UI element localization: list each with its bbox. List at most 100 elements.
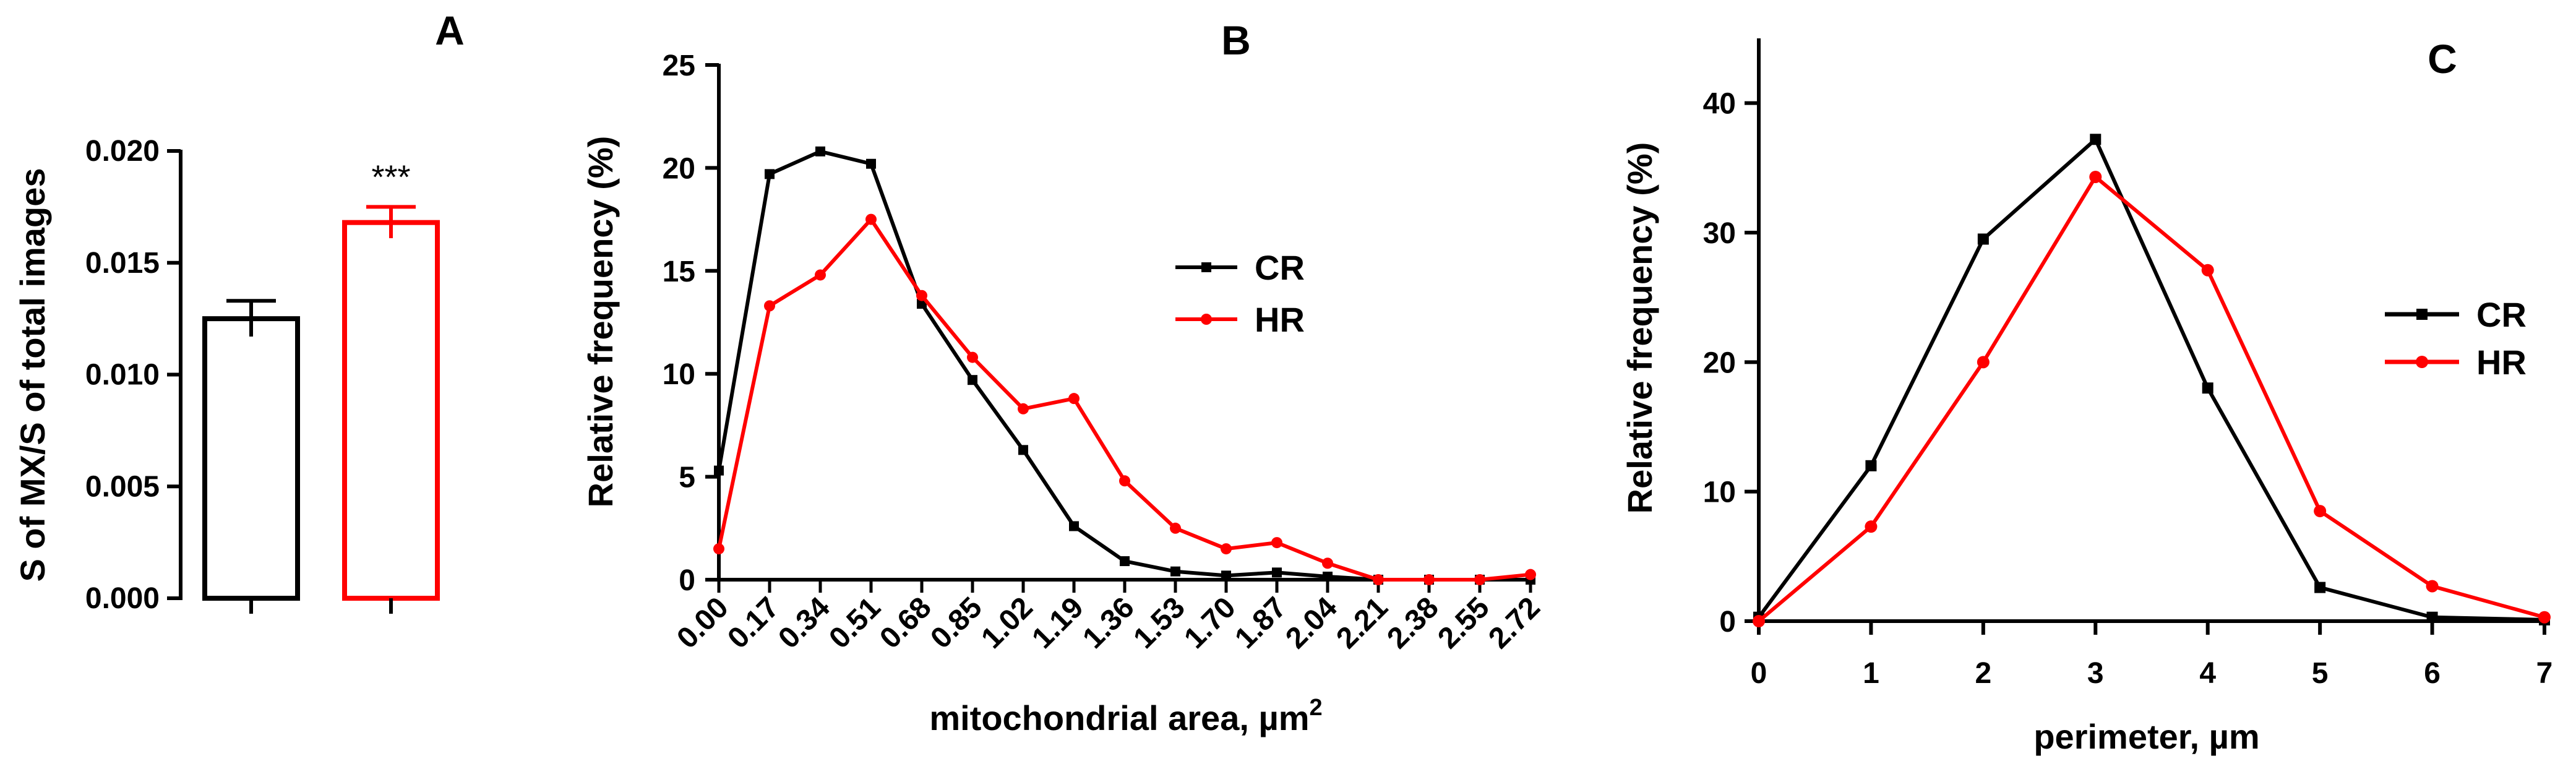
panel-c-x-tick-label: 1: [1863, 657, 1879, 690]
panel-b-line-hr: [717, 217, 1531, 582]
panel-b-legend-label-hr: HR: [1255, 300, 1305, 339]
panel-b-point-hr: [1271, 537, 1282, 549]
panel-c: C 0 10 20 30 40 0 1 2 3 4 5 6 7 Relative frequency …: [1620, 36, 2552, 756]
panel-b-x-tick-label: 1.70: [1178, 591, 1242, 655]
panel-c-point-cr: [1865, 460, 1877, 471]
panel-b-y-tick-label: 20: [663, 152, 695, 185]
panel-c-point-hr: [1753, 615, 1765, 627]
panel-c-point-hr: [1977, 356, 1990, 369]
panel-c-y-axis-title: Relative frequency (%): [1620, 142, 1659, 514]
panel-b-point-cr: [765, 169, 775, 179]
panel-b-x-tick-label: 0.51: [823, 591, 887, 655]
panel-b-letter: B: [1221, 17, 1251, 63]
panel-b-x-ticks: 0.000.170.340.510.680.851.021.191.361.53…: [671, 580, 1547, 655]
panel-c-x-ticks: 0 1 2 3 4 5 6 7: [1751, 621, 2552, 690]
panel-c-y-tick-label: 0: [1719, 606, 1736, 638]
panel-b-legend-marker-cr: [1201, 262, 1211, 272]
panel-c-point-hr: [1865, 520, 1878, 533]
panel-b-line-cr: [717, 149, 1531, 582]
panel-c-x-axis-title: perimeter, µm: [2033, 717, 2259, 756]
panel-a-y-tick-label: 0.010: [85, 359, 160, 392]
panel-b-legend-label-cr: CR: [1255, 248, 1305, 287]
panel-c-point-hr: [2538, 611, 2551, 624]
panel-b-y-ticks: 0 5 10 15 20 25: [663, 49, 719, 597]
panel-b-x-tick-label: 0.00: [671, 591, 735, 655]
panel-b-point-cr: [714, 465, 724, 476]
panel-b-series: [713, 146, 1536, 585]
panel-b-x-tick-label: 1.87: [1229, 591, 1293, 655]
panel-b-x-tick-label: 0.85: [924, 591, 989, 655]
panel-b-point-hr: [815, 269, 826, 281]
panel-b-x-tick-label: 1.53: [1127, 591, 1191, 655]
panel-b-x-tick-label: 2.04: [1279, 591, 1344, 655]
panel-c-legend-label-cr: CR: [2476, 295, 2527, 334]
panel-a-bar-hr: [342, 220, 440, 601]
panel-c-series: [1753, 134, 2551, 627]
panel-b-point-cr: [1069, 521, 1079, 531]
panel-c-x-tick-label: 0: [1751, 657, 1767, 690]
panel-b-y-axis-title: Relative frequency (%): [581, 136, 620, 508]
panel-c-y-tick-label: 30: [1703, 217, 1736, 250]
panel-a-significance-label: ***: [371, 158, 410, 195]
panel-b-point-hr: [1373, 574, 1384, 585]
panel-b-x-tick-label: 1.19: [1026, 591, 1090, 655]
panel-a-letter: A: [435, 7, 465, 53]
panel-b: B 0 5 10 15 20 25 0.000.170.340.510.680.851.0…: [581, 17, 1547, 737]
panel-b-point-hr: [764, 300, 775, 312]
panel-b-x-tick-label: 1.36: [1076, 591, 1141, 655]
panel-c-point-hr: [2201, 264, 2214, 277]
panel-c-legend-label-hr: HR: [2476, 343, 2527, 382]
panel-b-point-cr: [866, 158, 876, 169]
panel-c-point-cr: [2426, 611, 2438, 623]
panel-c-point-cr: [2090, 134, 2102, 145]
panel-b-y-tick-label: 15: [663, 256, 695, 288]
panel-c-point-cr: [1977, 233, 1989, 245]
panel-c-y-tick-label: 20: [1703, 346, 1736, 379]
panel-b-point-hr: [865, 213, 877, 225]
panel-b-point-cr: [815, 146, 825, 157]
panel-b-y-tick-label: 10: [663, 358, 695, 391]
panel-c-letter: C: [2428, 36, 2457, 82]
panel-b-point-hr: [1221, 543, 1232, 555]
panel-c-point-cr: [2314, 582, 2326, 593]
panel-b-point-hr: [1525, 569, 1536, 580]
panel-c-y-tick-label: 10: [1703, 476, 1736, 509]
panel-b-x-tick-label: 0.17: [721, 591, 786, 655]
panel-c-point-hr: [2314, 505, 2327, 518]
panel-b-point-cr: [1120, 556, 1130, 567]
panel-b-x-tick-label: 1.02: [975, 591, 1039, 655]
panel-b-point-hr: [1423, 574, 1435, 585]
panel-b-legend-marker-hr: [1201, 314, 1212, 325]
panel-b-point-hr: [1068, 393, 1080, 405]
panel-c-x-tick-label: 2: [1975, 657, 1992, 690]
panel-b-x-tick-label: 0.34: [772, 591, 836, 655]
panel-b-x-tick-label: 2.38: [1381, 591, 1445, 655]
panel-c-y-ticks: 0 10 20 30 40: [1703, 88, 1759, 638]
panel-c-line-hr: [1758, 174, 2545, 623]
panel-b-point-hr: [1018, 403, 1029, 415]
panel-b-point-cr: [1323, 572, 1333, 582]
panel-b-point-hr: [1119, 475, 1130, 487]
panel-c-x-tick-label: 6: [2424, 657, 2441, 690]
panel-a: A 0.000 0.005 0.010 0.015 0.020 *** S of MX/…: [13, 7, 465, 615]
panel-b-point-cr: [968, 375, 977, 385]
panel-b-point-hr: [1474, 574, 1485, 585]
panel-c-point-hr: [2426, 580, 2439, 593]
panel-a-y-ticks: 0.000 0.005 0.010 0.015 0.020: [85, 135, 181, 615]
panel-a-bar-cr: [202, 316, 300, 601]
panel-b-point-cr: [1272, 567, 1282, 578]
panel-b-legend: CR HR: [1175, 248, 1305, 339]
panel-c-x-tick-label: 5: [2312, 657, 2329, 690]
panel-b-point-hr: [713, 543, 724, 555]
panel-c-line-cr: [1757, 137, 2545, 622]
panel-b-point-hr: [1322, 557, 1333, 569]
panel-b-x-axis-title-main: mitochondrial area, µm: [929, 698, 1309, 737]
panel-a-y-tick-label: 0.005: [85, 470, 160, 503]
panel-a-y-tick-label: 0.020: [85, 135, 160, 168]
panel-a-bars: ***: [202, 158, 440, 614]
panel-b-point-hr: [916, 290, 927, 301]
panel-b-y-tick-label: 5: [679, 462, 695, 494]
panel-b-point-hr: [1170, 522, 1181, 534]
panel-b-x-axis-title: mitochondrial area, µm2: [929, 695, 1322, 737]
